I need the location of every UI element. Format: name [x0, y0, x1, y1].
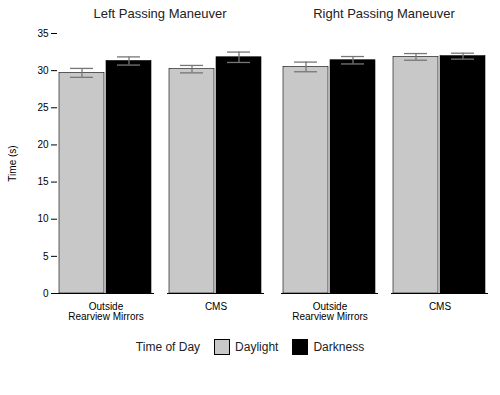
- svg-text:CMS: CMS: [429, 301, 452, 312]
- svg-text:Time (s): Time (s): [7, 145, 18, 181]
- html-text:Time of Day: Time of Day: [135, 340, 201, 354]
- svg-text:OutsideRearview Mirrors: OutsideRearview Mirrors: [68, 301, 144, 322]
- svg-text:20: 20: [37, 139, 49, 150]
- svg-text:15: 15: [37, 176, 49, 187]
- svg-text:10: 10: [37, 213, 49, 224]
- svg-text:0: 0: [43, 288, 49, 299]
- html-text:Left Passing Maneuver: Left Passing Maneuver: [93, 6, 227, 21]
- html-text:Right Passing Maneuver: Right Passing Maneuver: [313, 6, 455, 21]
- html-text:Daylight: Daylight: [235, 340, 279, 354]
- svg-text:30: 30: [37, 65, 49, 76]
- svg-text:OutsideRearview Mirrors: OutsideRearview Mirrors: [292, 301, 368, 322]
- svg-text:CMS: CMS: [205, 301, 228, 312]
- svg-text:35: 35: [37, 28, 49, 39]
- svg-text:5: 5: [43, 251, 49, 262]
- html-text:Darkness: Darkness: [313, 340, 365, 354]
- svg-text:25: 25: [37, 102, 49, 113]
